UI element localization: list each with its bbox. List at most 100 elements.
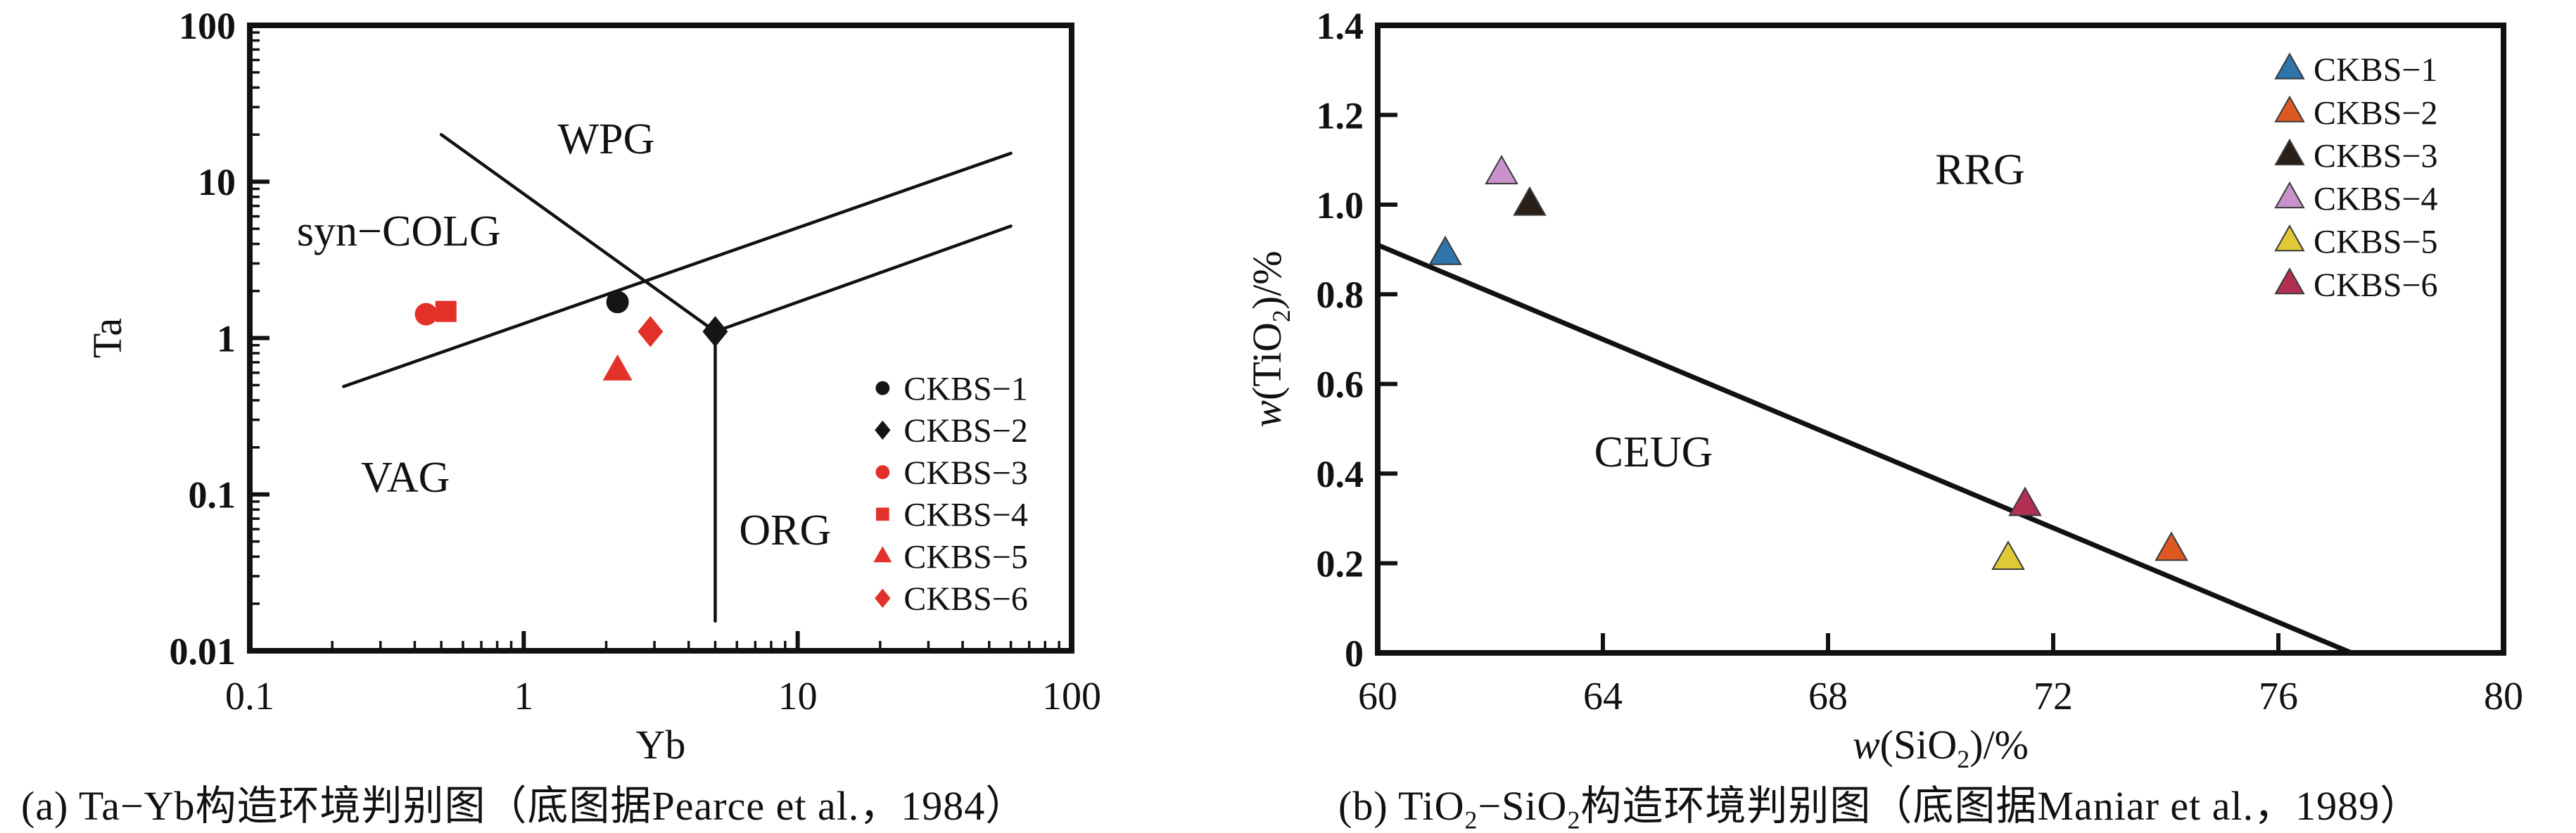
chart-b-tio2-sio2-discrimination: 60 64 68 72 76 80 0 0.2 0.4 0.6 0.8 1.0 1.2 1.4 RRG CEU… (1244, 5, 2523, 773)
y-tick-label: 0.8 (1316, 274, 1364, 316)
plot-a: 0.1 1 10 1000.010.1110100syn−COLGWPGVAGORGC… (84, 5, 1101, 768)
legend-row-CKBS-3: CKBS−3 (2274, 137, 2437, 174)
legend-row-CKBS-6: CKBS−6 (2274, 267, 2437, 304)
caption-a: (a) Ta−Yb构造环境判别图（底图据Pearce et al.，1984） (21, 783, 1027, 829)
legend-label: CKBS−3 (903, 454, 1027, 492)
legend-marker-triangle (2274, 52, 2305, 80)
legend-label: CKBS−4 (2314, 181, 2437, 218)
legend-marker-circle (875, 381, 890, 395)
legend-row-CKBS-5: CKBS−5 (2274, 224, 2437, 261)
region-label-syncolg: syn−COLG (297, 208, 501, 255)
y-axis-title: w(TiO2)/% (1244, 250, 1295, 427)
data-points (1428, 155, 2188, 570)
point-CKBS-6 (2008, 486, 2042, 516)
y-tick-label: 1 (217, 317, 236, 360)
legend-marker-triangle (2274, 181, 2305, 209)
x-axis-title: Yb (636, 722, 686, 768)
boundary-lines (1375, 242, 2354, 656)
point-CKBS-1 (606, 291, 629, 314)
legend-label: CKBS−4 (903, 497, 1027, 534)
point-CKBS-1 (1428, 235, 1462, 265)
y-tick-label: 1.0 (1316, 184, 1364, 227)
caption-b: (b) TiO2−SiO2构造环境判别图（底图据Maniar et al.，19… (1338, 783, 2422, 833)
point-CKBS-5 (1991, 540, 2025, 570)
legend-row-CKBS-5: CKBS−5 (873, 538, 1028, 576)
legend-row-CKBS-3: CKBS−3 (875, 454, 1028, 492)
boundary-line-rrg-ceug (1375, 242, 2354, 656)
legend-marker-diamond (875, 588, 891, 608)
y-tick-label: 0.2 (1316, 542, 1364, 585)
x-axis-title: w(SiO2)/% (1853, 722, 2029, 773)
region-label-rrg: RRG (1935, 146, 2024, 194)
legend-row-CKBS-4: CKBS−4 (876, 497, 1028, 534)
point-CKBS-3 (414, 303, 438, 326)
legend-marker-triangle (2274, 95, 2305, 122)
point-CKBS-5 (602, 354, 633, 381)
x-tick-label: 72 (2033, 675, 2073, 718)
x-tick-label: 68 (1808, 675, 1848, 718)
y-tick-label: 1.4 (1316, 5, 1364, 47)
x-tick-label: 60 (1358, 675, 1397, 718)
legend: CKBS−1 CKBS−2 CKBS−3 CKBS−4 CKBS−5 CKBS−6 (873, 370, 1028, 618)
legend-marker-triangle (873, 546, 892, 563)
legend-marker-triangle (2274, 224, 2305, 252)
region-label-ceug: CEUG (1594, 428, 1713, 476)
legend-marker-triangle (2274, 267, 2305, 295)
region-label-org: ORG (739, 507, 831, 554)
y-tick-label: 10 (198, 161, 236, 203)
legend-marker-triangle (2274, 138, 2305, 166)
plot-b: 60 64 68 72 76 80 0 0.2 0.4 0.6 0.8 1.0 1.2 1.4 RRG CEU… (1244, 5, 2523, 773)
legend-label: CKBS−2 (903, 412, 1027, 450)
legend-label: CKBS−6 (903, 580, 1027, 618)
axis-ticks: 60 64 68 72 76 80 0 0.2 0.4 0.6 0.8 1.0 1.2 1.4 (1316, 5, 2524, 718)
legend-row-CKBS-1: CKBS−1 (2274, 51, 2437, 89)
x-tick-label: 76 (2259, 675, 2298, 718)
legend-label: CKBS−6 (2314, 267, 2437, 304)
y-tick-label: 1.2 (1316, 94, 1364, 136)
point-CKBS-3 (1513, 186, 1547, 216)
axis-minor-ticks (250, 31, 1060, 651)
y-tick-label: 0.4 (1316, 453, 1364, 495)
y-axis-title: Ta (84, 318, 130, 358)
boundary-line-vag-syncolg (342, 151, 1013, 388)
legend-label: CKBS−5 (903, 538, 1027, 576)
legend-row-CKBS-1: CKBS−1 (875, 370, 1028, 407)
legend-label: CKBS−5 (2314, 224, 2437, 261)
x-tick-label: 10 (778, 675, 818, 718)
point-CKBS-6 (637, 316, 664, 348)
point-CKBS-4 (435, 300, 457, 322)
x-tick-label: 64 (1583, 675, 1623, 718)
y-tick-label: 0.1 (189, 474, 236, 516)
y-tick-label: 0.6 (1316, 364, 1364, 406)
legend-row-CKBS-2: CKBS−2 (875, 412, 1028, 450)
legend-row-CKBS-2: CKBS−2 (2274, 94, 2437, 132)
chart-a-ta-yb-discrimination: 0.1 1 10 1000.010.1110100syn−COLGWPGVAGORGC… (84, 5, 1101, 768)
legend-marker-circle (875, 465, 890, 480)
region-label-vag: VAG (361, 454, 450, 502)
data-points (414, 291, 728, 381)
legend-label: CKBS−3 (2314, 137, 2437, 174)
point-CKBS-2 (702, 316, 728, 348)
point-CKBS-4 (1485, 155, 1518, 185)
plot-border (1375, 23, 2506, 656)
point-CKBS-2 (2155, 531, 2188, 561)
boundary-line-syncolg-wpg (439, 133, 717, 333)
region-label-wpg: WPG (558, 115, 655, 163)
y-tick-label: 0.01 (170, 630, 236, 673)
legend-marker-square (876, 507, 889, 521)
legend-row-CKBS-6: CKBS−6 (875, 580, 1028, 618)
legend-label: CKBS−1 (903, 370, 1027, 407)
legend-marker-diamond (875, 420, 891, 440)
legend: CKBS−1 CKBS−2 CKBS−3 CKBS−4 CKBS−5 CKBS−6 (2274, 51, 2437, 304)
y-tick-label: 0 (1345, 632, 1364, 675)
x-tick-label: 0.1 (225, 675, 274, 718)
legend-row-CKBS-4: CKBS−4 (2274, 181, 2437, 218)
x-tick-label: 80 (2484, 675, 2523, 718)
legend-label: CKBS−1 (2314, 51, 2437, 89)
boundary-lines (342, 133, 1013, 623)
x-tick-label: 100 (1042, 675, 1101, 718)
x-tick-label: 1 (514, 675, 533, 718)
legend-label: CKBS−2 (2314, 94, 2437, 132)
